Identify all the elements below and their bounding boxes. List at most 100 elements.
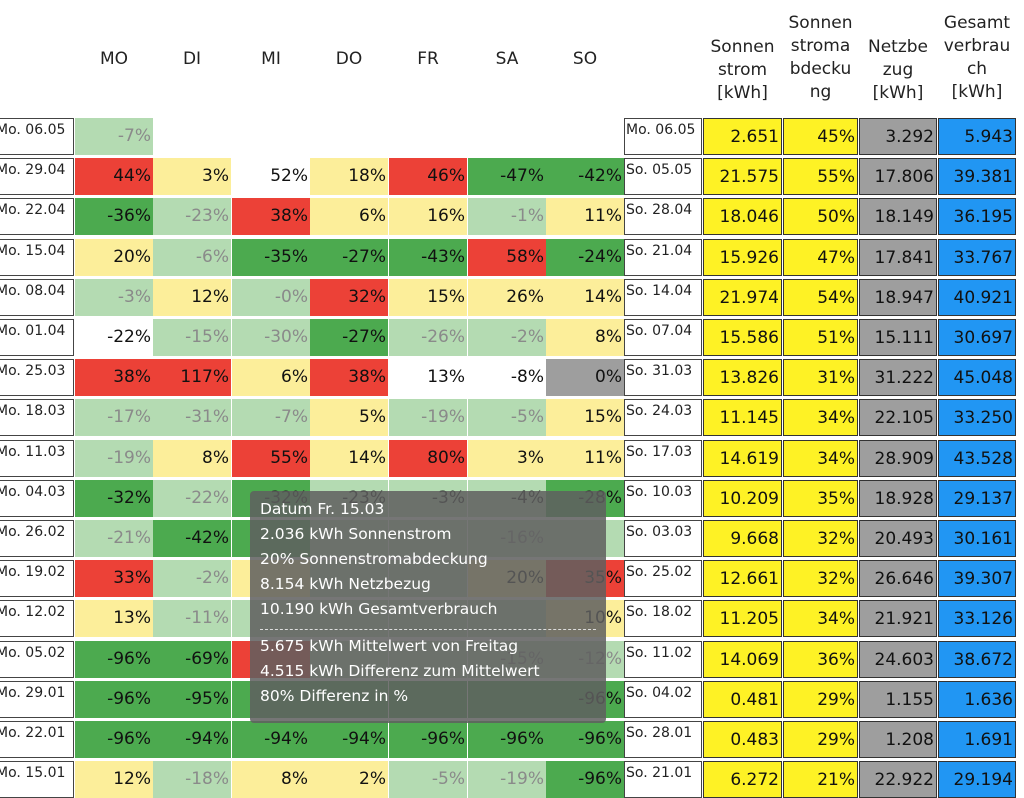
summary-cell-sun: 21.974: [703, 278, 782, 316]
summary-cell-sun: 18.046: [703, 198, 782, 236]
day-cell-di: 3%: [153, 158, 231, 196]
week-end-date: So. 05.05: [624, 158, 702, 196]
day-cell-mo: 33%: [75, 560, 153, 598]
summary-cell-total: 40.921: [938, 278, 1016, 316]
day-cell-mo: -22%: [75, 319, 153, 356]
day-cell-fr: -26%: [389, 319, 467, 356]
day-cell-so: -24%: [546, 238, 624, 276]
day-cell-sa: -19%: [468, 761, 546, 798]
summary-header-3: Netzbe zug [kWh]: [859, 36, 937, 105]
summary-cell-sun: 11.205: [703, 600, 782, 638]
day-cell-so: 0%: [546, 359, 624, 397]
summary-cell-sun: 15.926: [703, 238, 782, 276]
tooltip-date: Datum Fr. 15.03: [260, 500, 385, 518]
day-cell-fr: 16%: [389, 198, 467, 236]
summary-header-line: [kWh]: [872, 83, 924, 103]
summary-cell-sun: 0.481: [703, 680, 782, 718]
day-cell-mi: -94%: [232, 721, 310, 758]
summary-cell-total: 39.381: [938, 158, 1016, 196]
tooltip-coverage: 20% Sonnenstromabdeckung: [260, 550, 488, 568]
summary-cell-total: 1.691: [938, 721, 1016, 758]
day-cell-fr: 13%: [389, 359, 467, 397]
summary-header-line: bdecku: [789, 59, 852, 79]
summary-cell-coverage: 45%: [783, 118, 858, 155]
day-header-sa: SA: [495, 49, 519, 69]
summary-header-line: strom: [717, 60, 768, 80]
week-start-date: Mo. 12.02: [0, 600, 74, 638]
summary-cell-grid: 20.493: [859, 520, 937, 557]
day-cell-di: -69%: [153, 640, 231, 678]
summary-cell-coverage: 47%: [783, 238, 858, 276]
summary-header-1: Sonnen strom [kWh]: [703, 36, 782, 105]
day-cell-mo: -19%: [75, 439, 153, 477]
summary-cell-total: 29.194: [938, 761, 1016, 798]
week-start-date: Mo. 11.03: [0, 439, 74, 477]
summary-cell-grid: 18.928: [859, 479, 937, 517]
day-cell-do: -94%: [310, 721, 388, 758]
day-cell-mo: 38%: [75, 359, 153, 397]
summary-cell-coverage: 29%: [783, 721, 858, 758]
summary-cell-sun: 21.575: [703, 158, 782, 196]
day-cell-sa: 3%: [468, 439, 546, 477]
tooltip-pct: 80% Differenz in %: [260, 687, 409, 705]
week-start-date: Mo. 06.05: [0, 118, 74, 155]
summary-header-line: ch: [966, 59, 988, 79]
summary-cell-sun: 10.209: [703, 479, 782, 517]
summary-cell-coverage: 54%: [783, 278, 858, 316]
summary-cell-total: 33.126: [938, 600, 1016, 638]
day-cell-fr: -43%: [389, 238, 467, 276]
day-cell-di: -2%: [153, 560, 231, 598]
day-cell-mi: 6%: [232, 359, 310, 397]
day-cell-di: -31%: [153, 399, 231, 437]
summary-cell-coverage: 29%: [783, 680, 858, 718]
summary-cell-grid: 26.646: [859, 560, 937, 598]
day-cell-di: -23%: [153, 198, 231, 236]
day-cell-so: 14%: [546, 278, 624, 316]
summary-cell-total: 39.307: [938, 560, 1016, 598]
week-start-date: Mo. 25.03: [0, 359, 74, 397]
summary-cell-sun: 12.661: [703, 560, 782, 598]
tooltip-mean: 5.675 kWh Mittelwert von Freitag: [260, 637, 519, 655]
summary-cell-sun: 11.145: [703, 399, 782, 437]
summary-cell-total: 33.767: [938, 238, 1016, 276]
day-cell-mo: -96%: [75, 640, 153, 678]
day-cell-mi: 55%: [232, 439, 310, 477]
summary-cell-sun: 14.069: [703, 640, 782, 678]
day-cell-do: 32%: [310, 278, 388, 316]
day-cell-mi: -35%: [232, 238, 310, 276]
summary-cell-sun: 13.826: [703, 359, 782, 397]
week-start-date: Mo. 04.03: [0, 479, 74, 517]
summary-cell-sun: 6.272: [703, 761, 782, 798]
summary-cell-sun: 9.668: [703, 520, 782, 557]
day-cell-fr: 46%: [389, 158, 467, 196]
day-cell-do: 14%: [310, 439, 388, 477]
week-start-date: Mo. 29.01: [0, 680, 74, 718]
summary-cell-total: 45.048: [938, 359, 1016, 397]
week-start-date: Mo. 15.04: [0, 238, 74, 276]
day-cell-mi: -0%: [232, 278, 310, 316]
week-start-date: Mo. 05.02: [0, 640, 74, 678]
summary-cell-grid: 22.922: [859, 761, 937, 798]
week-start-date: Mo. 22.01: [0, 721, 74, 758]
summary-cell-total: 5.943: [938, 118, 1016, 155]
summary-cell-grid: 22.105: [859, 399, 937, 437]
day-cell-so: -96%: [546, 721, 624, 758]
day-cell-do: 38%: [310, 359, 388, 397]
summary-header-line: Gesamt: [943, 13, 1011, 33]
tooltip-divider: [260, 629, 596, 630]
day-cell-so: 11%: [546, 198, 624, 236]
day-cell-sa: -5%: [468, 399, 546, 437]
summary-header-line: Sonnen: [788, 13, 853, 33]
week-start-date: Mo. 19.02: [0, 560, 74, 598]
day-cell-do: -27%: [310, 238, 388, 276]
week-start-date: Mo. 29.04: [0, 158, 74, 196]
week-end-date: So. 04.02: [624, 680, 702, 718]
summary-cell-grid: 1.155: [859, 680, 937, 718]
day-cell-mo: 13%: [75, 600, 153, 638]
summary-cell-grid: 1.208: [859, 721, 937, 758]
day-cell-di: -11%: [153, 600, 231, 638]
day-cell-di: -94%: [153, 721, 231, 758]
week-end-date: So. 25.02: [624, 560, 702, 598]
day-header-di: DI: [182, 49, 202, 69]
summary-header-line: stroma: [790, 36, 851, 56]
